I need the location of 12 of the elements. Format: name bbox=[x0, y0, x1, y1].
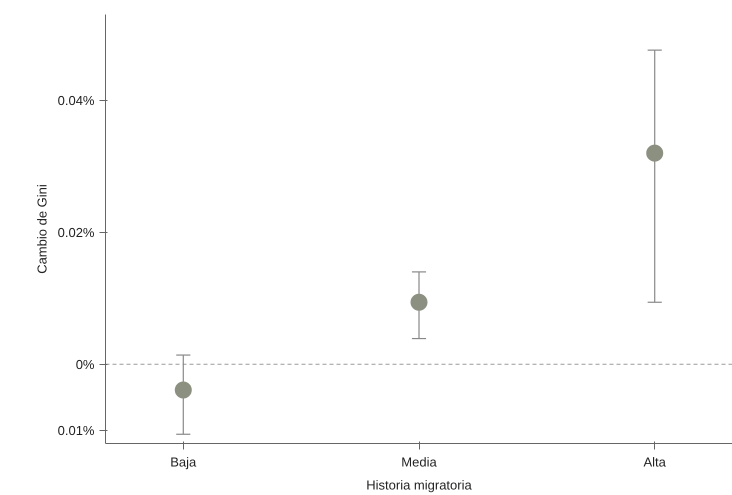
x-tick-label: Alta bbox=[644, 454, 667, 470]
x-tick-label: Media bbox=[401, 454, 438, 470]
point bbox=[410, 294, 428, 311]
x-axis-title: Historia migratoria bbox=[366, 478, 473, 492]
y-axis-title: Cambio de Gini bbox=[34, 184, 50, 274]
y-tick-label: 0.04% bbox=[58, 92, 95, 108]
y-tick-label: 0.01% bbox=[58, 422, 95, 438]
x-tick-label: Baja bbox=[170, 454, 198, 470]
y-tick-label: 0% bbox=[76, 356, 95, 372]
point bbox=[174, 382, 192, 399]
y-tick-label: 0.02% bbox=[58, 224, 95, 240]
point bbox=[646, 144, 664, 162]
